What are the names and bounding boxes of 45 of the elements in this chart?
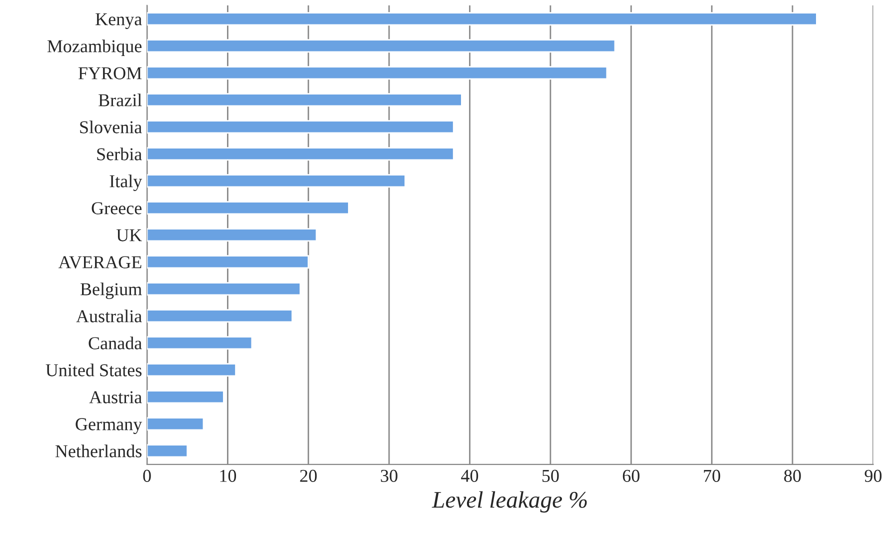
y-tick-label: AVERAGE <box>58 256 142 268</box>
x-tick-label: 40 <box>461 470 478 482</box>
x-tick-label: 90 <box>864 470 882 482</box>
x-tick-label: 10 <box>220 470 236 482</box>
y-tick-label: Netherlands <box>55 444 142 458</box>
y-tick-label: Germany <box>76 418 142 434</box>
bar <box>147 255 310 269</box>
y-tick-label: Italy <box>110 174 142 192</box>
bar <box>147 444 188 458</box>
x-tick-label: 0 <box>143 470 151 482</box>
bar <box>147 417 204 431</box>
x-tick-label: 70 <box>704 470 720 482</box>
y-tick-label: United States <box>46 364 142 376</box>
bar <box>147 39 616 53</box>
y-tick-label: Slovenia <box>80 120 142 134</box>
bar <box>147 390 224 404</box>
bar <box>147 363 236 377</box>
bar <box>147 93 462 107</box>
bar <box>147 336 253 350</box>
x-axis-title: Level leakage % <box>432 491 587 513</box>
x-tick-label: 50 <box>542 470 559 482</box>
y-tick-label: Brazil <box>98 94 142 106</box>
y-tick-label: UK <box>116 229 142 242</box>
bar <box>147 66 608 80</box>
x-tick-label: 80 <box>784 470 801 482</box>
y-tick-label: Australia <box>76 310 142 322</box>
bar <box>147 120 454 134</box>
x-tick-label: 60 <box>622 470 640 482</box>
bar <box>147 228 318 242</box>
y-tick-label: FYROM <box>78 67 142 80</box>
x-tick-label: 20 <box>300 470 317 482</box>
bar <box>147 147 454 161</box>
x-tick-label: 30 <box>380 470 398 482</box>
bar <box>147 174 406 188</box>
y-tick-label: Belgium <box>80 282 142 300</box>
bar <box>147 201 350 215</box>
y-tick-label: Greece <box>92 202 142 214</box>
y-tick-label: Canada <box>88 336 142 350</box>
y-tick-label: Austria <box>89 391 142 404</box>
bar <box>147 12 818 26</box>
y-tick-label: Mozambique <box>47 40 142 56</box>
y-tick-label: Kenya <box>96 13 142 30</box>
bar <box>147 282 302 296</box>
y-tick-label: Serbia <box>97 148 142 160</box>
bar <box>147 309 293 323</box>
